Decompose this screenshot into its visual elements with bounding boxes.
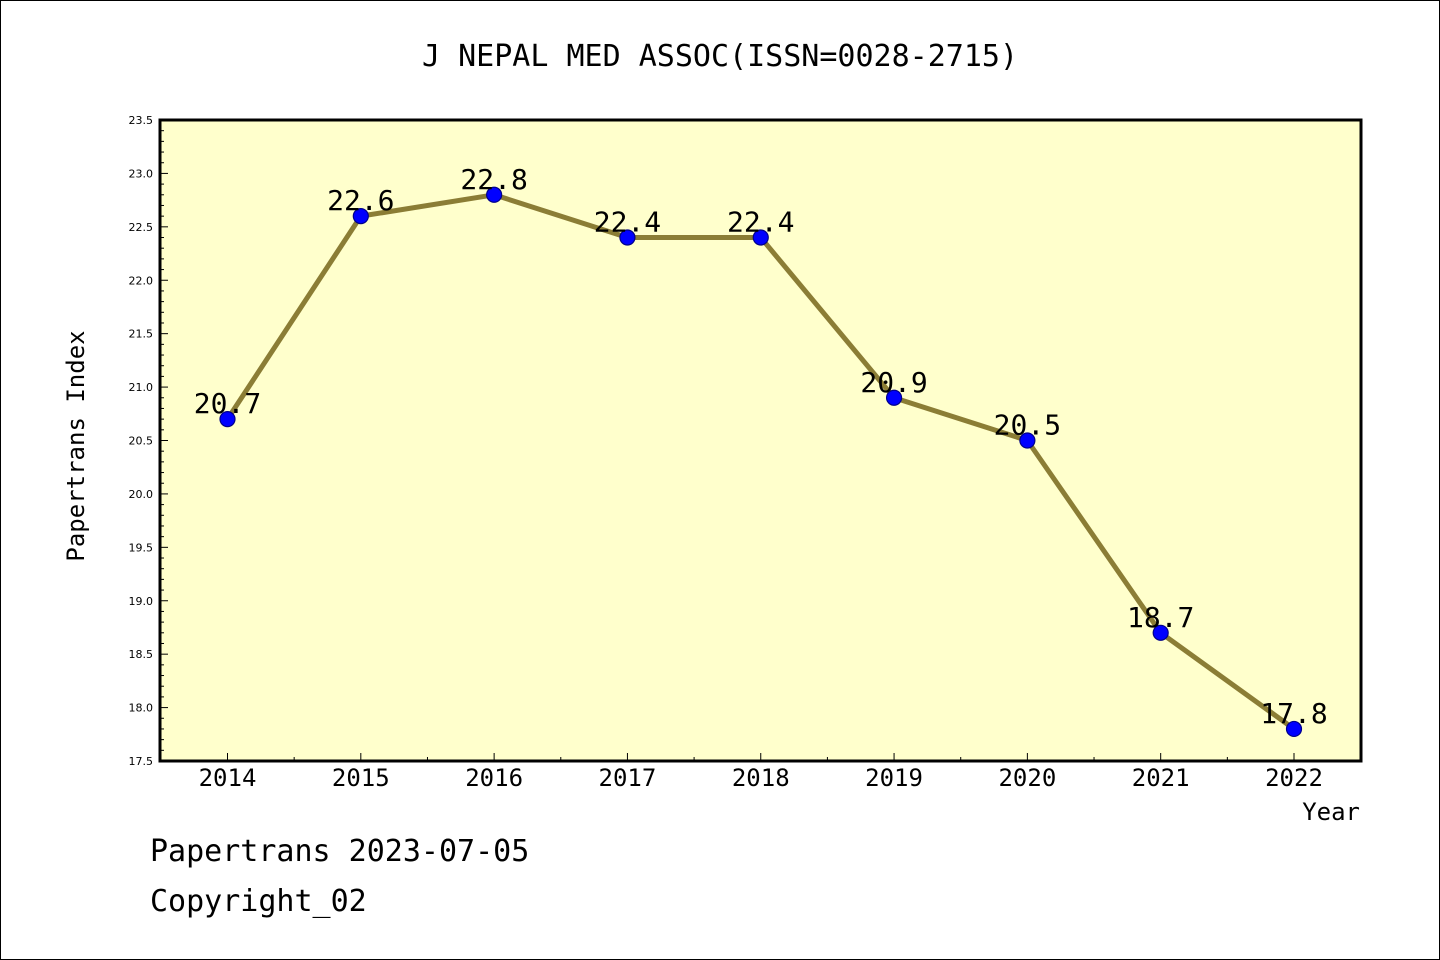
data-label: 18.7: [1127, 601, 1194, 634]
data-labels: 20.7 22.6 22.8 22.4 22.4 20.9 20.5 18.7 17.8: [194, 163, 1328, 730]
plot-area: [158, 118, 1363, 763]
data-point: [1152, 624, 1169, 641]
x-tick-label: 2020: [998, 764, 1056, 792]
y-tick-label: 19.5: [129, 541, 154, 554]
data-label: 20.7: [194, 387, 261, 420]
series-papertrans-index: [219, 186, 1303, 738]
data-point: [219, 411, 236, 428]
x-axis-ticks: 2014 2015 2016 2017 2018 2019 2020 2021 2022: [199, 753, 1323, 792]
x-tick-label: 2022: [1265, 764, 1323, 792]
y-axis-ticks: 17.5 18.0 18.5 19.0 19.5 20.0 20.5 21.0 21.5 22.0…: [129, 114, 168, 768]
data-point: [486, 186, 503, 203]
y-tick-label: 22.0: [129, 274, 154, 287]
data-point: [1285, 720, 1303, 738]
x-tick-label: 2021: [1132, 764, 1190, 792]
x-tick-label: 2015: [332, 764, 390, 792]
y-tick-label: 22.5: [129, 221, 154, 234]
data-label: 22.8: [460, 163, 527, 196]
y-tick-label: 21.5: [129, 328, 154, 341]
chart-title: J NEPAL MED ASSOC(ISSN=0028-2715): [422, 39, 1018, 74]
x-tick-label: 2018: [732, 764, 790, 792]
data-label: 17.8: [1260, 697, 1327, 730]
data-label: 20.9: [860, 366, 927, 399]
data-point: [752, 229, 769, 246]
footer-date: Papertrans 2023-07-05: [150, 834, 530, 869]
x-tick-label: 2017: [599, 764, 657, 792]
y-tick-label: 23.0: [129, 167, 154, 180]
y-tick-label: 20.0: [129, 488, 154, 501]
data-point: [1019, 432, 1036, 449]
y-tick-label: 19.0: [129, 595, 154, 608]
y-tick-label: 18.5: [129, 648, 154, 661]
footer-copyright: Copyright_02: [150, 884, 367, 919]
data-label: 20.5: [994, 409, 1061, 442]
y-axis-label: Papertrans Index: [62, 330, 90, 561]
y-tick-label: 18.0: [129, 702, 154, 715]
x-tick-label: 2019: [865, 764, 923, 792]
data-label: 22.4: [727, 206, 794, 239]
y-tick-label: 21.0: [129, 381, 154, 394]
data-point: [619, 229, 636, 246]
data-point: [352, 208, 369, 225]
x-tick-label: 2016: [465, 764, 523, 792]
data-point: [885, 389, 903, 406]
y-tick-label: 17.5: [129, 755, 154, 768]
data-label: 22.6: [327, 184, 394, 217]
x-tick-label: 2014: [199, 764, 257, 792]
y-tick-label: 23.5: [129, 114, 154, 127]
y-tick-label: 20.5: [129, 435, 154, 448]
x-axis-label: Year: [1302, 798, 1360, 826]
data-label: 22.4: [594, 206, 661, 239]
